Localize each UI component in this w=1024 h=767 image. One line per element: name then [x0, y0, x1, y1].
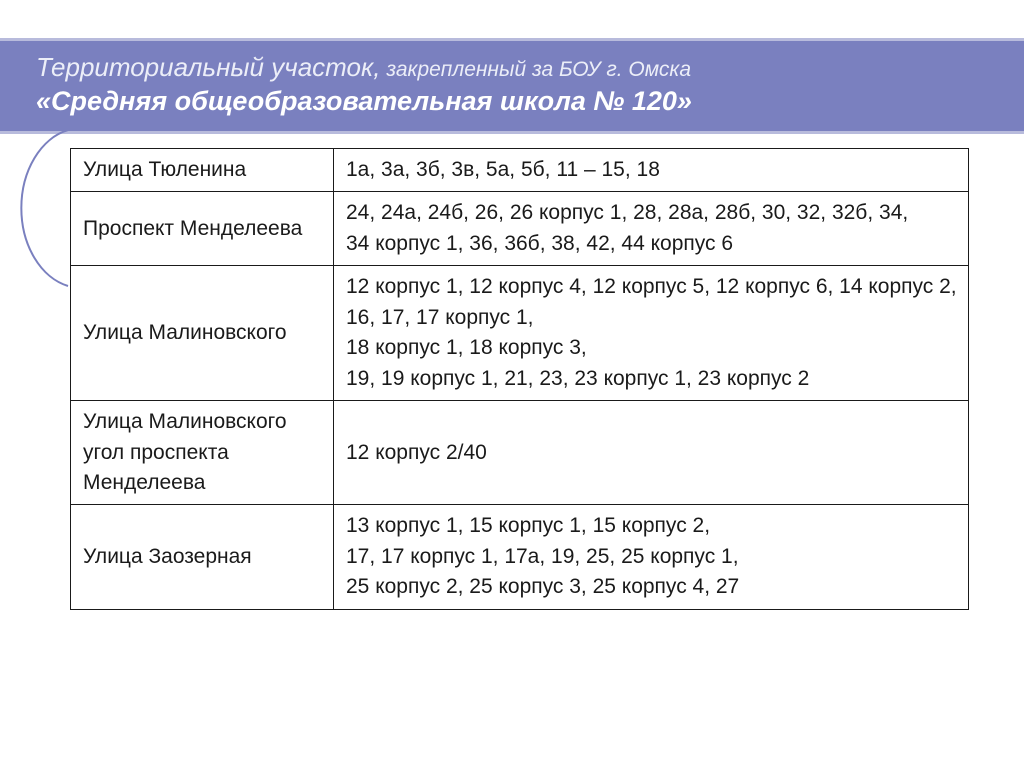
street-cell: Улица Малиновского: [71, 266, 334, 401]
table-row: Улица Заозерная 13 корпус 1, 15 корпус 1…: [71, 505, 969, 609]
houses-cell: 1а, 3а, 3б, 3в, 5а, 5б, 11 – 15, 18: [334, 149, 969, 192]
title-band: Территориальный участок, закрепленный за…: [0, 38, 1024, 134]
street-cell: Улица Малиновского угол проспекта Мендел…: [71, 401, 334, 505]
table-row: Улица Малиновского угол проспекта Мендел…: [71, 401, 969, 505]
title-line-2: «Средняя общеобразовательная школа № 120…: [36, 84, 988, 119]
street-cell: Улица Заозерная: [71, 505, 334, 609]
street-cell: Проспект Менделеева: [71, 192, 334, 266]
title-line-1: Территориальный участок, закрепленный за…: [36, 51, 988, 84]
houses-cell: 13 корпус 1, 15 корпус 1, 15 корпус 2, 1…: [334, 505, 969, 609]
houses-cell: 12 корпус 2/40: [334, 401, 969, 505]
slide: Территориальный участок, закрепленный за…: [0, 0, 1024, 767]
territory-table: Улица Тюленина 1а, 3а, 3б, 3в, 5а, 5б, 1…: [70, 148, 969, 610]
houses-cell: 24, 24а, 24б, 26, 26 корпус 1, 28, 28а, …: [334, 192, 969, 266]
table-row: Улица Малиновского 12 корпус 1, 12 корпу…: [71, 266, 969, 401]
houses-cell: 12 корпус 1, 12 корпус 4, 12 корпус 5, 1…: [334, 266, 969, 401]
street-cell: Улица Тюленина: [71, 149, 334, 192]
title-suffix-text: закрепленный за БОУ г. Омска: [380, 58, 691, 81]
territory-table-wrap: Улица Тюленина 1а, 3а, 3б, 3в, 5а, 5б, 1…: [70, 148, 968, 610]
table-row: Улица Тюленина 1а, 3а, 3б, 3в, 5а, 5б, 1…: [71, 149, 969, 192]
table-row: Проспект Менделеева 24, 24а, 24б, 26, 26…: [71, 192, 969, 266]
title-main-text: Территориальный участок,: [36, 52, 380, 82]
